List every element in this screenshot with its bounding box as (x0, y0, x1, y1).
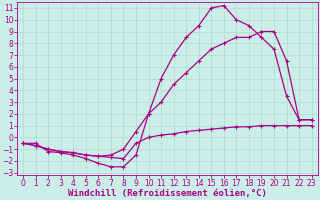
X-axis label: Windchill (Refroidissement éolien,°C): Windchill (Refroidissement éolien,°C) (68, 189, 267, 198)
